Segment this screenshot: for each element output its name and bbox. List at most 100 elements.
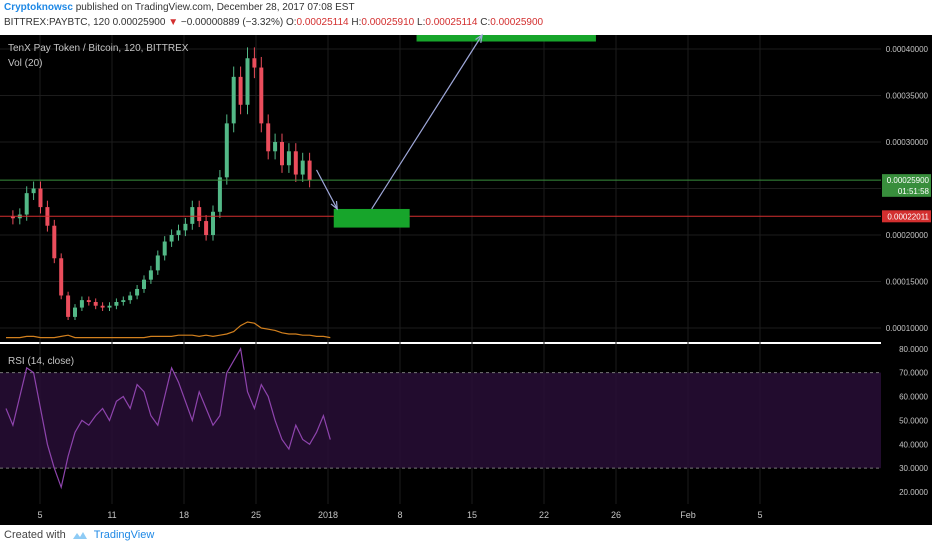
- candle-body: [307, 160, 312, 181]
- price-lines: [0, 179, 881, 217]
- candle-body: [190, 207, 195, 224]
- target-zone-box[interactable]: [416, 35, 596, 42]
- candle-body: [73, 307, 77, 317]
- candle-body: [204, 221, 209, 236]
- footer: Created with TradingView: [4, 529, 154, 541]
- ohlc-o-label: O:: [285, 17, 297, 28]
- candle-body: [66, 295, 71, 317]
- candle-body: [135, 288, 140, 296]
- candle-body: [86, 300, 91, 302]
- volume-line: [6, 321, 331, 339]
- ohlc-h-label: H:: [351, 17, 362, 28]
- volume-label: Vol (20): [8, 58, 42, 69]
- arrow-head: [330, 200, 338, 211]
- time-tick-label: 26: [611, 510, 621, 520]
- rsi-tick-label: 40.0000: [899, 440, 928, 449]
- price-tick-label: 0.00030000: [886, 138, 929, 147]
- time-tick-label: 5: [37, 510, 42, 520]
- price-tick-label: 0.00035000: [886, 91, 929, 100]
- axis-labels: 0.000400000.000350000.000300000.00025000…: [886, 45, 929, 497]
- price-badge-label: 0.00025900: [887, 176, 930, 185]
- rsi-series: [0, 347, 881, 490]
- rsi-line: [5, 347, 331, 490]
- candle-body: [286, 151, 291, 166]
- chart-canvas[interactable]: 0.000400000.000350000.000300000.00025000…: [0, 31, 932, 525]
- symbol-info: BITTREX:PAYBTC, 120 0.00025900 ▼ −0.0000…: [4, 17, 543, 28]
- price-badge-label: 01:51:58: [898, 187, 930, 196]
- candle-body: [24, 193, 29, 215]
- ohlc-close: 0.00025900: [490, 17, 544, 28]
- candle-body: [128, 295, 133, 301]
- candle-body: [121, 300, 126, 302]
- tradingview-logo-icon: [72, 532, 87, 539]
- candle-body: [162, 241, 167, 256]
- ohlc-l-label: L:: [417, 17, 426, 28]
- candle-body: [142, 279, 146, 289]
- down-arrow-icon: ▼: [168, 17, 179, 28]
- candle-body: [231, 76, 236, 124]
- candle-body: [52, 225, 57, 259]
- price-badge: [882, 174, 931, 187]
- candle-body: [293, 151, 298, 175]
- price-badge-label: 0.00022011: [887, 212, 929, 221]
- candle-body: [259, 67, 264, 124]
- time-tick-label: 2018: [318, 510, 338, 520]
- candle-body: [183, 223, 188, 231]
- candle-body: [38, 188, 43, 208]
- ohlc-c-label: C:: [480, 17, 491, 28]
- price-scale[interactable]: [881, 35, 932, 504]
- price-badge: [882, 210, 931, 223]
- time-tick-label: 22: [539, 510, 549, 520]
- projection-arrows[interactable]: [315, 33, 483, 211]
- author-link[interactable]: Cryptoknowsc: [4, 2, 73, 13]
- time-tick-label: 18: [179, 510, 189, 520]
- projection-arrow[interactable]: [315, 169, 338, 210]
- symbol-line: BITTREX:PAYBTC, 120: [4, 17, 110, 28]
- candle-body: [266, 123, 271, 152]
- candle-body: [252, 58, 257, 68]
- candle-body: [217, 177, 222, 212]
- price-tick-label: 0.00020000: [886, 231, 929, 240]
- candle-body: [148, 270, 153, 280]
- rsi-tick-label: 60.0000: [899, 393, 928, 402]
- rsi-tick-label: 20.0000: [899, 488, 928, 497]
- candle-body: [197, 207, 202, 222]
- price-tick-label: 0.00040000: [886, 45, 929, 54]
- time-tick-label: 5: [757, 510, 762, 520]
- ohlc-low: 0.00025114: [425, 17, 478, 28]
- candle-body: [280, 141, 284, 166]
- time-scale[interactable]: [0, 504, 932, 525]
- candle-body: [93, 301, 98, 306]
- publish-info: Cryptoknowsc published on TradingView.co…: [4, 2, 355, 13]
- candle-body: [238, 76, 243, 105]
- rsi-tick-label: 30.0000: [899, 464, 928, 473]
- target-zones[interactable]: [333, 35, 596, 228]
- created-with-text: Created with: [4, 529, 66, 541]
- time-labels: 5 11 18 25 2018 8 15 22 26 Feb 5: [37, 510, 762, 520]
- chart-title: TenX Pay Token / Bitcoin, 120, BITTREX: [8, 43, 189, 54]
- target-zone-box[interactable]: [333, 208, 410, 228]
- time-tick-label: 8: [397, 510, 402, 520]
- rsi-tick-label: 70.0000: [899, 369, 928, 378]
- ohlc-high: 0.00025910: [361, 17, 415, 28]
- candle-body: [300, 160, 305, 175]
- published-text: published on TradingView.com, December 2…: [75, 2, 355, 13]
- price-tick-label: 0.00015000: [886, 278, 929, 287]
- ohlc-open: 0.00025114: [296, 17, 349, 28]
- candle-body: [211, 211, 215, 236]
- volume-series: [6, 321, 331, 339]
- candle-body: [169, 235, 174, 242]
- candle-body: [100, 305, 105, 308]
- time-tick-label: Feb: [680, 510, 696, 520]
- rsi-label: RSI (14, close): [8, 356, 74, 367]
- rsi-tick-label: 50.0000: [899, 416, 928, 425]
- change-value: −0.00000889 (−3.32%): [180, 17, 284, 28]
- candle-body: [224, 123, 229, 178]
- tradingview-brand[interactable]: TradingView: [93, 529, 155, 541]
- candle-body: [79, 300, 84, 308]
- candle-body: [10, 216, 15, 219]
- projection-arrow[interactable]: [371, 34, 483, 210]
- price-badges: 0.00025900 01:51:58 0.00022011: [882, 174, 931, 223]
- candle-body: [273, 141, 278, 152]
- candle-body: [155, 255, 160, 271]
